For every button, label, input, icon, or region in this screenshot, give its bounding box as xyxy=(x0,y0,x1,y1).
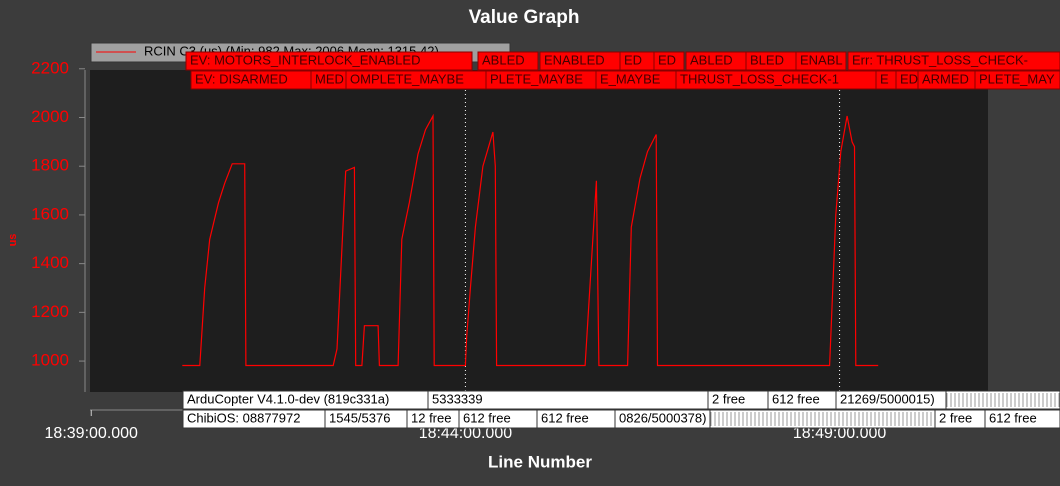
message-label: 0826/5000378) xyxy=(619,410,706,425)
event-label: ED xyxy=(900,71,918,86)
y-tick-label: 1000 xyxy=(31,351,69,370)
event-box xyxy=(847,51,1060,71)
y-tick-label: 1200 xyxy=(31,302,69,321)
event-label: ABLED xyxy=(482,52,525,67)
message-label: 12 free xyxy=(411,410,451,425)
event-label: ENABLED xyxy=(544,52,605,67)
event-label: PLETE_MAY xyxy=(979,71,1055,86)
message-label: 2 free xyxy=(712,391,745,406)
event-label: ED xyxy=(624,52,642,67)
message-label: 612 free xyxy=(463,410,511,425)
message-label: 5333339 xyxy=(432,391,483,406)
message-label: 1545/5376 xyxy=(329,410,390,425)
y-tick-label: 1600 xyxy=(31,204,69,223)
event-box xyxy=(477,51,539,71)
event-label: ABLED xyxy=(690,52,733,67)
x-tick-label: 18:49:00.000 xyxy=(793,425,887,442)
y-tick-label: 1400 xyxy=(31,253,69,272)
y-tick-label: 2200 xyxy=(31,58,69,77)
x-axis-label: Line Number xyxy=(488,452,592,471)
message-label: 612 free xyxy=(772,391,820,406)
event-box xyxy=(795,51,847,71)
event-label: ARMED xyxy=(922,71,969,86)
event-box xyxy=(974,70,1060,90)
event-label: E xyxy=(880,71,889,86)
message-label: 2 free xyxy=(939,410,972,425)
event-label: E_MAYBE xyxy=(600,71,661,86)
event-label: OMPLETE_MAYBE xyxy=(350,71,464,86)
message-box xyxy=(835,390,947,410)
event-box xyxy=(653,51,685,71)
chart-title: Value Graph xyxy=(469,7,580,28)
message-box xyxy=(984,409,1060,429)
event-label: PLETE_MAYBE xyxy=(490,71,583,86)
y-tick-label: 2000 xyxy=(31,107,69,126)
event-label: Err: THRUST_LOSS_CHECK- xyxy=(852,52,1028,67)
x-tick-label: 18:39:00.000 xyxy=(45,425,139,442)
x-tick-label: 18:44:00.000 xyxy=(419,425,513,442)
event-label: MED xyxy=(315,71,344,86)
event-label: EV: MOTORS_INTERLOCK_ENABLED xyxy=(190,52,420,67)
event-box xyxy=(185,51,473,71)
plot-area xyxy=(90,70,988,392)
message-box xyxy=(614,409,711,429)
event-label: EV: DISARMED xyxy=(195,71,288,86)
message-label: 612 free xyxy=(541,410,589,425)
message-label: 612 free xyxy=(989,410,1037,425)
event-label: ENABL xyxy=(800,52,843,67)
y-tick-label: 1800 xyxy=(31,156,69,175)
annotations: EV: MOTORS_INTERLOCK_ENABLED ABLED ENABLED… xyxy=(182,51,1060,429)
message-label: ArduCopter V4.1.0-dev (819c331a) xyxy=(187,391,389,406)
message-label: 21269/5000015) xyxy=(840,391,935,406)
message-label: ChibiOS: 08877972 xyxy=(187,410,300,425)
event-label: THRUST_LOSS_CHECK-1 xyxy=(680,71,839,86)
event-label: BLED xyxy=(750,52,784,67)
data-line xyxy=(182,113,879,367)
event-label: ED xyxy=(658,52,676,67)
y-axis-label: us xyxy=(7,234,19,247)
